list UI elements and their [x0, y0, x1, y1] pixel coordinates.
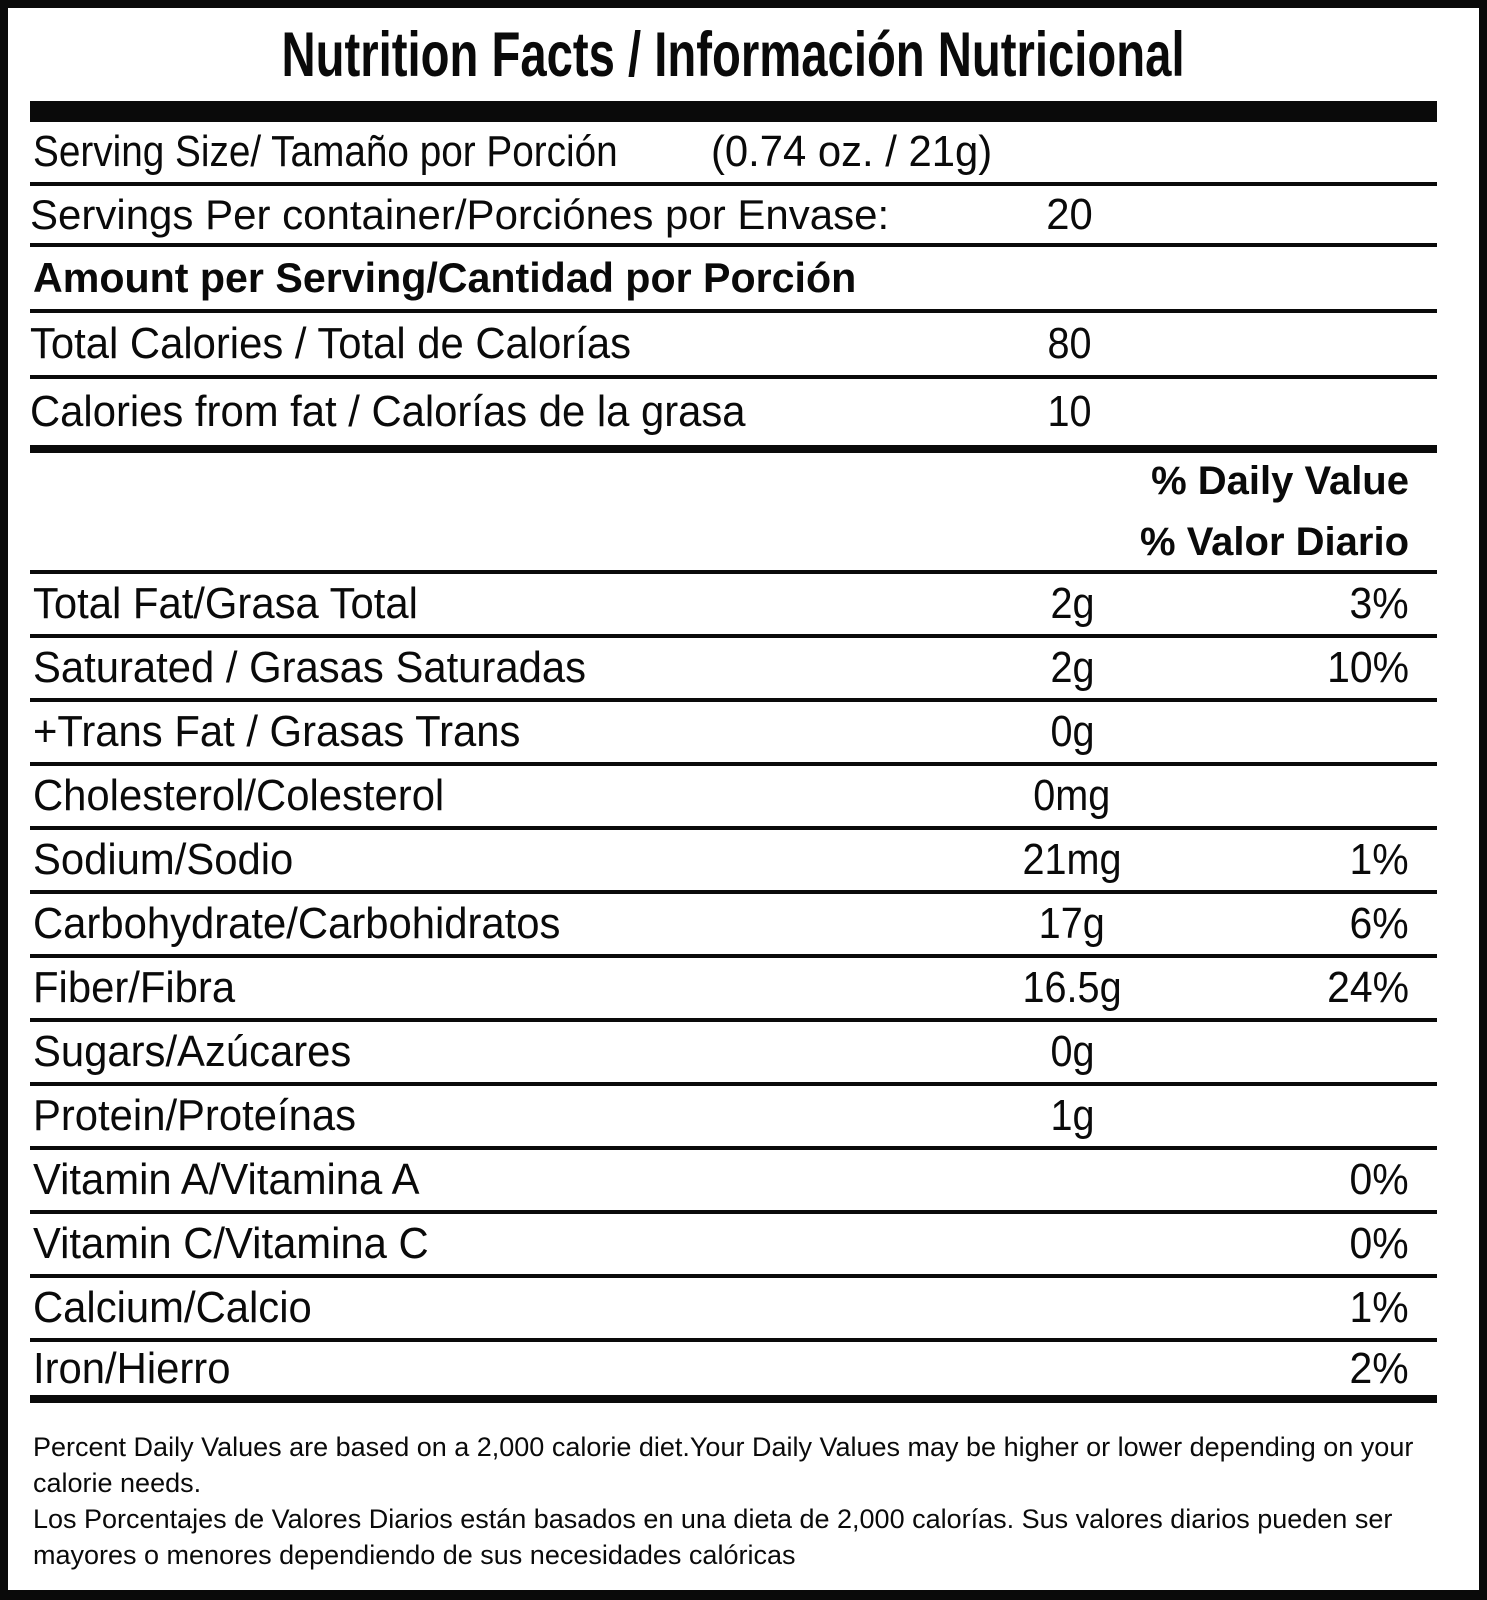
nutrient-daily-value: 6%	[1349, 899, 1409, 948]
daily-value-header-es: % Valor Diario	[1140, 519, 1409, 564]
serving-size-value: (0.74 oz. / 21g)	[711, 127, 993, 176]
amount-per-serving-heading: Amount per Serving/Cantidad por Porción	[30, 247, 1437, 313]
label-inner: Nutrition Facts / Información Nutriciona…	[8, 8, 1479, 1590]
nutrient-daily-value: 3%	[1349, 579, 1409, 628]
footnote-en: Percent Daily Values are based on a 2,00…	[33, 1432, 1414, 1498]
nutrient-label: Iron/Hierro	[33, 1343, 231, 1393]
nutrient-row-sodium: Sodium/Sodio 21mg 1%	[30, 830, 1437, 894]
daily-value-header-en: % Daily Value	[1151, 458, 1409, 503]
nutrient-label: Fiber/Fibra	[33, 963, 236, 1012]
nutrient-amount: 17g	[1038, 899, 1106, 948]
nutrient-label: Vitamin C/Vitamina C	[33, 1219, 429, 1268]
nutrient-label: +Trans Fat / Grasas Trans	[33, 707, 521, 756]
label-title: Nutrition Facts / Información Nutriciona…	[281, 19, 1186, 90]
daily-value-header: % Daily Value % Valor Diario	[30, 453, 1437, 574]
nutrient-label: Saturated / Grasas Saturadas	[33, 643, 587, 692]
nutrient-row-cholesterol: Cholesterol/Colesterol 0mg	[30, 766, 1437, 830]
nutrient-label: Calcium/Calcio	[33, 1283, 312, 1332]
total-calories-row: Total Calories / Total de Calorías 80	[30, 313, 1437, 379]
nutrient-row-vitamin-c: Vitamin C/Vitamina C 0%	[30, 1214, 1437, 1278]
calories-from-fat-label: Calories from fat / Calorías de la grasa	[30, 387, 746, 436]
serving-size-label: Serving Size/ Tamaño por Porción	[33, 127, 618, 176]
nutrient-row-saturated-fat: Saturated / Grasas Saturadas 2g 10%	[30, 638, 1437, 702]
nutrient-row-total-fat: Total Fat/Grasa Total 2g 3%	[30, 574, 1437, 638]
serving-size-row: Serving Size/ Tamaño por Porción (0.74 o…	[30, 122, 1437, 186]
calories-from-fat-value: 10	[1046, 387, 1092, 436]
total-calories-value: 80	[1046, 319, 1092, 368]
servings-per-container-value: 20	[1045, 189, 1093, 239]
nutrient-label: Cholesterol/Colesterol	[33, 771, 445, 820]
total-calories-label: Total Calories / Total de Calorías	[30, 319, 631, 368]
nutrient-amount: 1g	[1049, 1091, 1095, 1140]
calories-from-fat-row: Calories from fat / Calorías de la grasa…	[30, 379, 1437, 453]
nutrient-daily-value	[1237, 1027, 1437, 1077]
nutrient-daily-value: 1%	[1349, 835, 1409, 884]
nutrient-amount: 2g	[1049, 643, 1095, 692]
nutrient-amount: 21mg	[1022, 835, 1122, 884]
servings-per-container-label: Servings Per container/Porciónes por Env…	[30, 190, 890, 238]
nutrient-label: Total Fat/Grasa Total	[33, 579, 418, 628]
nutrient-daily-value: 2%	[1349, 1343, 1409, 1393]
nutrient-row-protein: Protein/Proteínas 1g	[30, 1086, 1437, 1150]
nutrient-daily-value	[1237, 1091, 1437, 1141]
nutrient-amount	[907, 1219, 1237, 1269]
nutrient-daily-value: 0%	[1349, 1155, 1409, 1204]
nutrient-row-vitamin-a: Vitamin A/Vitamina A 0%	[30, 1150, 1437, 1214]
nutrient-daily-value	[1237, 707, 1437, 757]
nutrient-amount: 2g	[1049, 579, 1095, 628]
nutrient-label: Protein/Proteínas	[33, 1091, 356, 1140]
nutrient-row-carbohydrate: Carbohydrate/Carbohidratos 17g 6%	[30, 894, 1437, 958]
nutrient-amount	[907, 1344, 1237, 1394]
nutrient-row-iron: Iron/Hierro 2%	[30, 1342, 1437, 1403]
nutrient-amount: 16.5g	[1022, 963, 1122, 1012]
nutrient-label: Vitamin A/Vitamina A	[33, 1155, 420, 1204]
nutrient-amount	[907, 1155, 1237, 1205]
nutrient-daily-value: 0%	[1349, 1219, 1409, 1268]
nutrient-row-fiber: Fiber/Fibra 16.5g 24%	[30, 958, 1437, 1022]
nutrient-amount: 0mg	[1033, 771, 1111, 820]
nutrient-label: Sugars/Azúcares	[33, 1027, 352, 1076]
footnote-es: Los Porcentajes de Valores Diarios están…	[33, 1504, 1393, 1570]
nutrient-daily-value	[1237, 771, 1437, 821]
nutrient-row-calcium: Calcium/Calcio 1%	[30, 1278, 1437, 1342]
servings-per-container-row: Servings Per container/Porciónes por Env…	[30, 186, 1437, 247]
nutrient-row-sugars: Sugars/Azúcares 0g	[30, 1022, 1437, 1086]
nutrient-daily-value: 1%	[1349, 1283, 1409, 1332]
nutrient-amount: 0g	[1049, 1027, 1095, 1076]
nutrient-amount: 0g	[1049, 707, 1095, 756]
nutrient-daily-value: 10%	[1327, 643, 1409, 692]
title-block: Nutrition Facts / Información Nutriciona…	[30, 8, 1437, 101]
nutrient-daily-value: 24%	[1327, 963, 1409, 1012]
nutrient-label: Sodium/Sodio	[33, 835, 294, 884]
nutrient-label: Carbohydrate/Carbohidratos	[33, 899, 561, 948]
nutrient-row-trans-fat: +Trans Fat / Grasas Trans 0g	[30, 702, 1437, 766]
nutrient-amount	[907, 1283, 1237, 1333]
title-separator-bar	[30, 101, 1437, 122]
footnote: Percent Daily Values are based on a 2,00…	[30, 1403, 1475, 1573]
